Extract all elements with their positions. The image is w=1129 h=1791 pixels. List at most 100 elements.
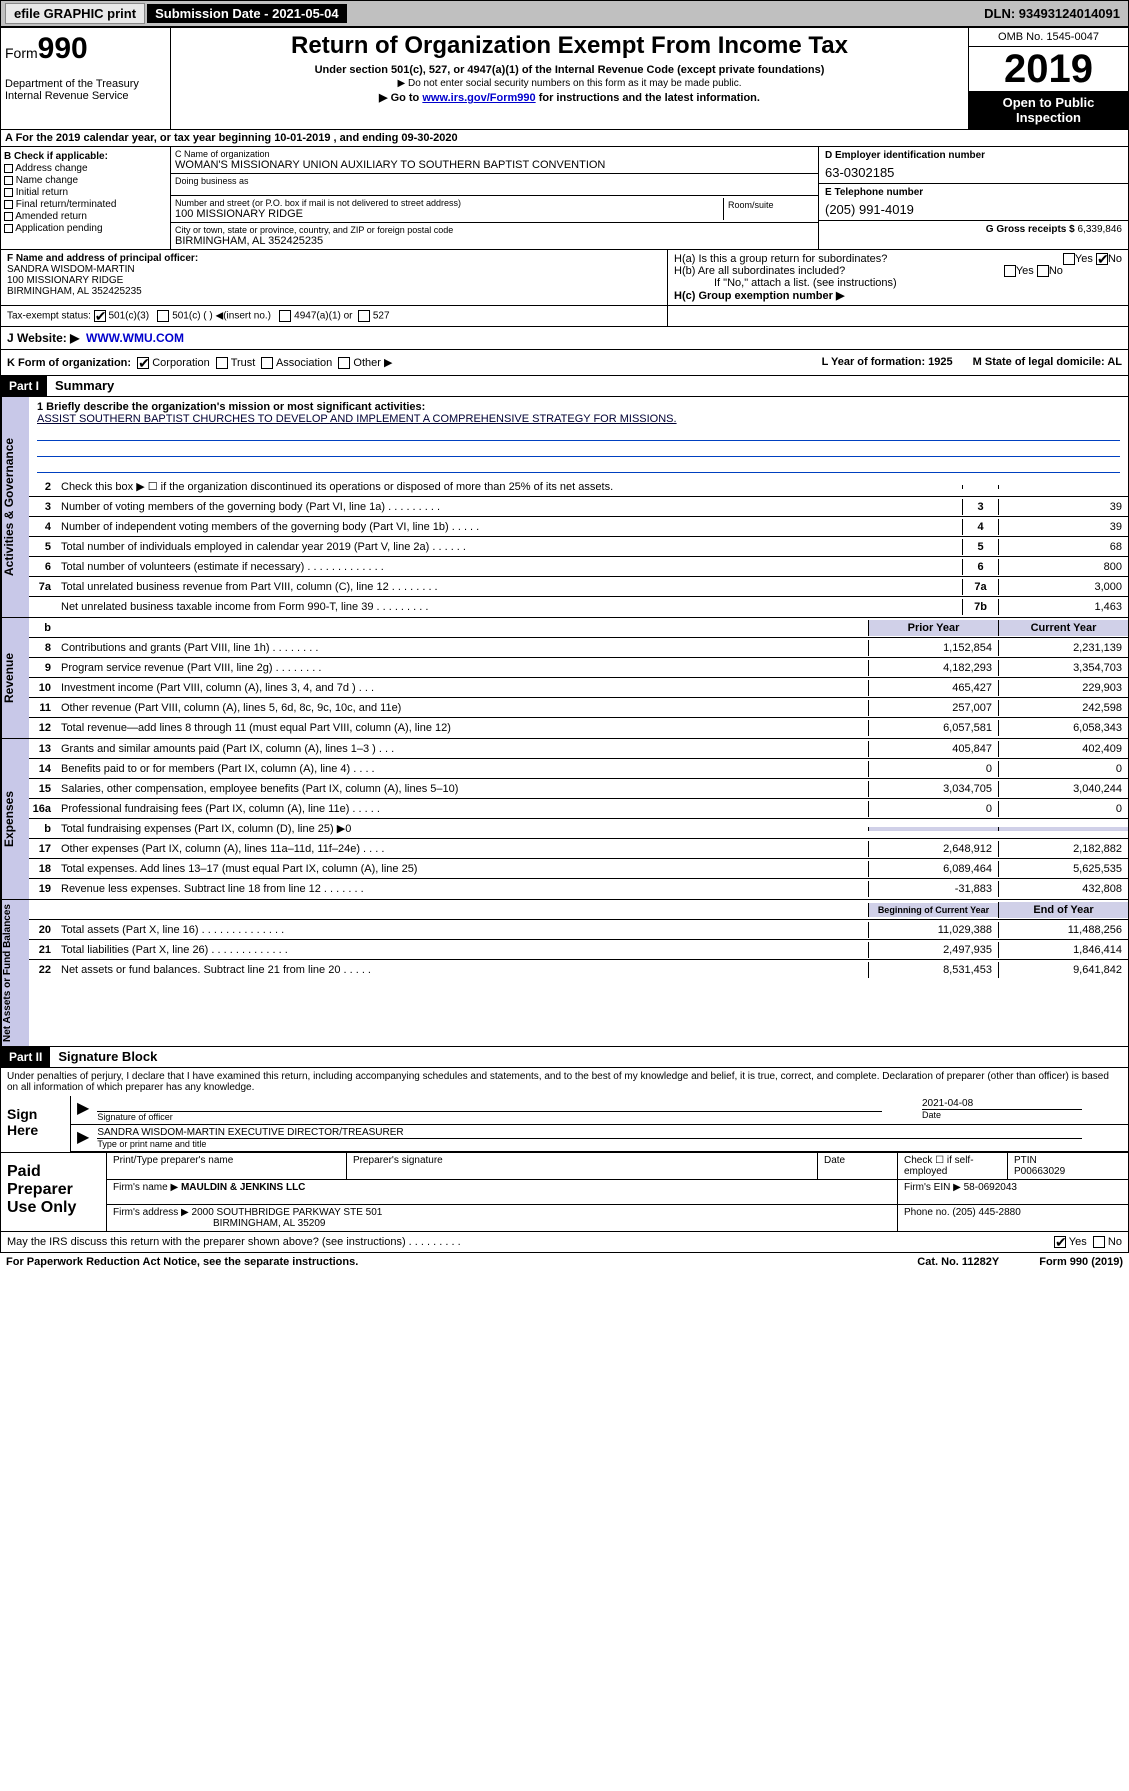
netassets-section: Net Assets or Fund Balances Beginning of… bbox=[0, 900, 1129, 1047]
tel: (205) 991-4019 bbox=[825, 202, 1122, 217]
prep-name-lbl: Print/Type preparer's name bbox=[107, 1153, 347, 1179]
form-number: 990 bbox=[38, 32, 88, 65]
sig-date-lbl: Date bbox=[922, 1110, 1082, 1120]
chk-name-lbl: Name change bbox=[16, 175, 78, 186]
tel-lbl: E Telephone number bbox=[825, 187, 1122, 198]
revenue-section: Revenue bPrior YearCurrent Year 8Contrib… bbox=[0, 618, 1129, 739]
officer-addr1: 100 MISSIONARY RIDGE bbox=[7, 275, 661, 286]
end-year-hdr: End of Year bbox=[998, 902, 1128, 918]
governance-section: Activities & Governance 1 Briefly descri… bbox=[0, 397, 1129, 618]
website-link[interactable]: WWW.WMU.COM bbox=[86, 331, 184, 345]
firm-ein-lbl: Firm's EIN ▶ bbox=[904, 1182, 961, 1193]
state-domicile: M State of legal domicile: AL bbox=[973, 356, 1122, 368]
chk-4947[interactable] bbox=[279, 310, 291, 322]
4947-lbl: 4947(a)(1) or bbox=[294, 311, 352, 322]
subtitle-1: Under section 501(c), 527, or 4947(a)(1)… bbox=[175, 64, 964, 76]
chk-initial-lbl: Initial return bbox=[16, 187, 68, 198]
chk-other[interactable] bbox=[338, 357, 350, 369]
declaration: Under penalties of perjury, I declare th… bbox=[1, 1068, 1128, 1096]
hb-no[interactable] bbox=[1037, 265, 1049, 277]
sig-date: 2021-04-08 bbox=[922, 1098, 1082, 1110]
org-name-lbl: C Name of organization bbox=[175, 149, 814, 159]
ha-no[interactable] bbox=[1096, 253, 1108, 265]
chk-501c[interactable] bbox=[157, 310, 169, 322]
self-emp: Check ☐ if self-employed bbox=[898, 1153, 1008, 1179]
sig-officer-lbl: Signature of officer bbox=[97, 1112, 882, 1122]
hb-lbl: H(b) Are all subordinates included? bbox=[674, 265, 845, 277]
501c3-lbl: 501(c)(3) bbox=[108, 311, 149, 322]
form-ref: Form 990 (2019) bbox=[1039, 1256, 1123, 1268]
officer-lbl: F Name and address of principal officer: bbox=[7, 253, 661, 264]
subtitle-2: ▶ Do not enter social security numbers o… bbox=[175, 78, 964, 89]
chk-name[interactable] bbox=[4, 176, 13, 185]
discuss-yes[interactable] bbox=[1054, 1236, 1066, 1248]
hb2: If "No," attach a list. (see instruction… bbox=[674, 277, 1122, 289]
chk-trust[interactable] bbox=[216, 357, 228, 369]
vtab-governance: Activities & Governance bbox=[1, 397, 29, 617]
room-lbl: Room/suite bbox=[724, 198, 814, 220]
chk-amended-lbl: Amended return bbox=[15, 211, 87, 222]
dln: DLN: 93493124014091 bbox=[984, 6, 1126, 21]
city-lbl: City or town, state or province, country… bbox=[175, 225, 814, 235]
current-year-hdr: Current Year bbox=[998, 620, 1128, 636]
dba-lbl: Doing business as bbox=[175, 176, 814, 186]
vtab-expenses: Expenses bbox=[1, 739, 29, 899]
form-header: Form990 Department of the Treasury Inter… bbox=[0, 27, 1129, 130]
addr-lbl: Number and street (or P.O. box if mail i… bbox=[175, 198, 723, 208]
trust-lbl: Trust bbox=[231, 357, 256, 369]
chk-address[interactable] bbox=[4, 164, 13, 173]
efile-button[interactable]: efile GRAPHIC print bbox=[5, 3, 145, 24]
k-lbl: K Form of organization: bbox=[7, 357, 131, 369]
tax-year: 2019 bbox=[969, 47, 1128, 91]
row-tax: Tax-exempt status: 501(c)(3) 501(c) ( ) … bbox=[0, 306, 1129, 327]
chk-assoc[interactable] bbox=[261, 357, 273, 369]
mission-txt: ASSIST SOUTHERN BAPTIST CHURCHES TO DEVE… bbox=[37, 413, 1120, 425]
row-fh: F Name and address of principal officer:… bbox=[0, 250, 1129, 306]
arrow-icon-2: ▶ bbox=[77, 1127, 89, 1149]
prep-date-lbl: Date bbox=[818, 1153, 898, 1179]
year-formation: L Year of formation: 1925 bbox=[822, 356, 953, 368]
paid-preparer: Paid Preparer Use Only Print/Type prepar… bbox=[0, 1153, 1129, 1232]
dept-treasury: Department of the Treasury Internal Reve… bbox=[5, 78, 166, 102]
other-lbl: Other ▶ bbox=[353, 357, 392, 369]
corp-lbl: Corporation bbox=[152, 357, 209, 369]
hc-lbl: H(c) Group exemption number ▶ bbox=[674, 289, 1122, 302]
part1-title: Summary bbox=[47, 378, 114, 393]
firm-name-lbl: Firm's name ▶ bbox=[113, 1182, 178, 1193]
firm-phone-lbl: Phone no. bbox=[904, 1207, 950, 1218]
form-label: Form bbox=[5, 45, 38, 61]
row-k: K Form of organization: Corporation Trus… bbox=[0, 350, 1129, 376]
chk-amended[interactable] bbox=[4, 212, 13, 221]
block-b: B Check if applicable: Address change Na… bbox=[0, 147, 1129, 250]
chk-corp[interactable] bbox=[137, 357, 149, 369]
hb-yes[interactable] bbox=[1004, 265, 1016, 277]
cat-no: Cat. No. 11282Y bbox=[917, 1256, 1039, 1268]
form-title: Return of Organization Exempt From Incom… bbox=[175, 32, 964, 60]
top-toolbar: efile GRAPHIC print Submission Date - 20… bbox=[0, 0, 1129, 27]
ha-yes[interactable] bbox=[1063, 253, 1075, 265]
gross-lbl: G Gross receipts $ bbox=[986, 224, 1078, 235]
ein-lbl: D Employer identification number bbox=[825, 150, 1122, 161]
vtab-net: Net Assets or Fund Balances bbox=[1, 900, 29, 1046]
ptin-lbl: PTIN bbox=[1014, 1155, 1122, 1166]
instructions-link[interactable]: www.irs.gov/Form990 bbox=[422, 92, 535, 104]
chk-pending[interactable] bbox=[4, 224, 13, 233]
tax-lbl: Tax-exempt status: bbox=[7, 311, 91, 322]
line-a: A For the 2019 calendar year, or tax yea… bbox=[0, 130, 1129, 147]
website-lbl: J Website: ▶ bbox=[7, 331, 79, 345]
chk-501c3[interactable] bbox=[94, 310, 106, 322]
chk-527[interactable] bbox=[358, 310, 370, 322]
expenses-section: Expenses 13Grants and similar amounts pa… bbox=[0, 739, 1129, 900]
chk-final-lbl: Final return/terminated bbox=[16, 199, 117, 210]
officer-name: SANDRA WISDOM-MARTIN bbox=[7, 264, 661, 275]
sign-here: Sign Here bbox=[1, 1096, 71, 1152]
discuss-no[interactable] bbox=[1093, 1236, 1105, 1248]
chk-pending-lbl: Application pending bbox=[15, 223, 102, 234]
firm-addr: 2000 SOUTHBRIDGE PARKWAY STE 501 bbox=[192, 1207, 383, 1218]
submission-date: Submission Date - 2021-05-04 bbox=[147, 4, 347, 23]
firm-addr2: BIRMINGHAM, AL 35209 bbox=[113, 1218, 325, 1229]
officer-addr2: BIRMINGHAM, AL 352425235 bbox=[7, 286, 661, 297]
chk-initial[interactable] bbox=[4, 188, 13, 197]
chk-final[interactable] bbox=[4, 200, 13, 209]
vtab-revenue: Revenue bbox=[1, 618, 29, 738]
